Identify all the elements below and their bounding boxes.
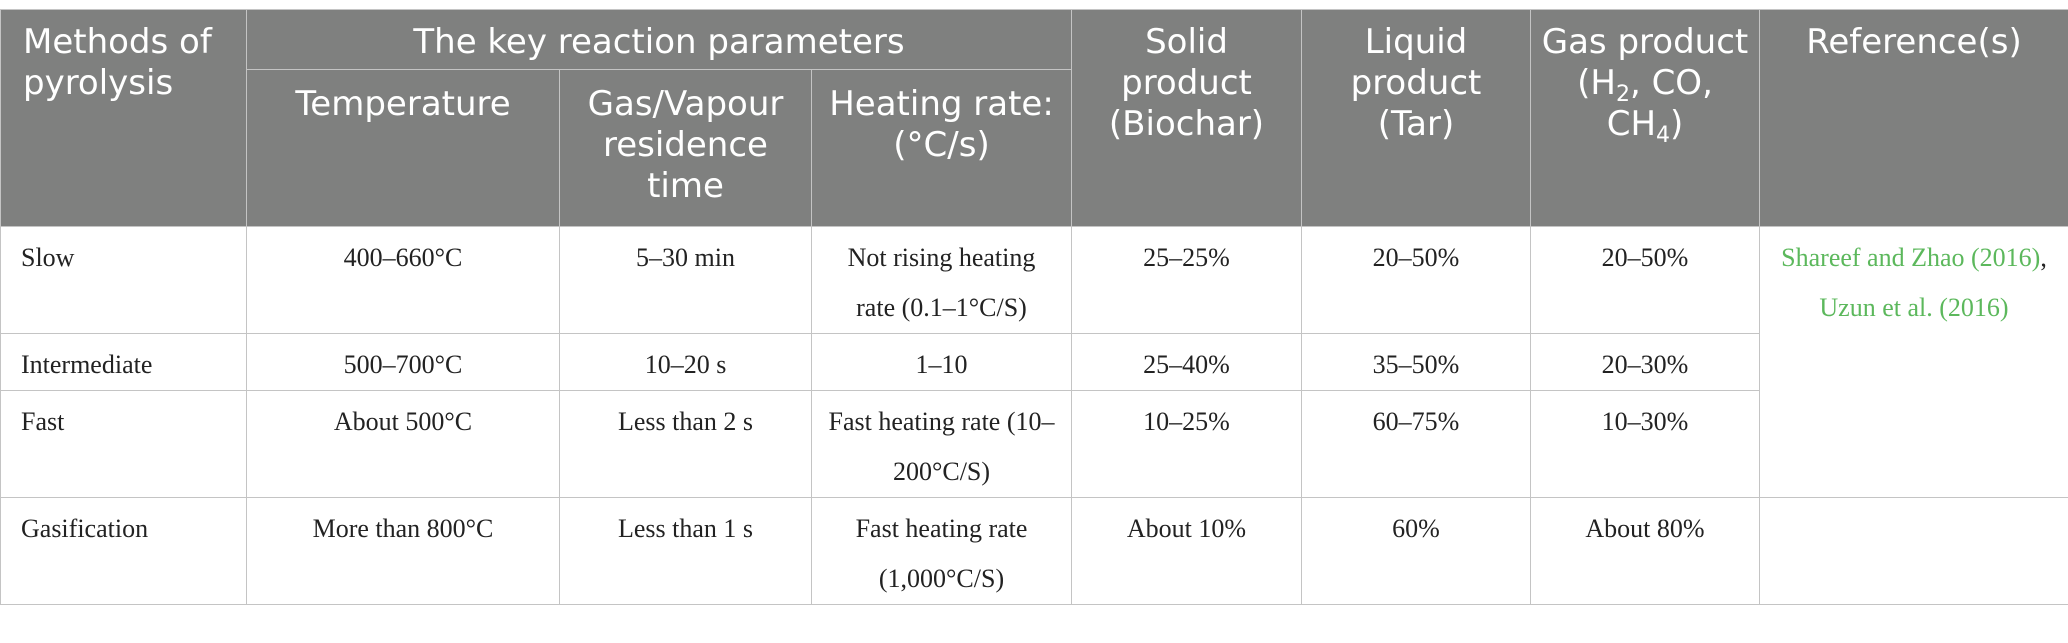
cell-gas: 10–30%: [1530, 390, 1760, 498]
cell-method: Gasification: [0, 497, 247, 605]
reference-link-uzun[interactable]: Uzun et al. (2016): [1819, 293, 2009, 322]
cell-gas: About 80%: [1530, 497, 1760, 605]
gas-header-prefix: Gas product (H: [1541, 22, 1749, 103]
gas-header-mid: , CO, CH: [1606, 63, 1713, 144]
table-body: Slow 400–660°C 5–30 min Not rising heati…: [0, 226, 2068, 605]
cell-references-empty: [1759, 497, 2068, 605]
gas-header-sub-ch4: 4: [1656, 123, 1671, 148]
header-key-reaction-parameters: The key reaction parameters: [246, 9, 1072, 70]
header-methods: Methods of pyrolysis: [0, 9, 247, 227]
cell-heating: Fast heating rate (10–200°C/S): [811, 390, 1072, 498]
cell-temperature: About 500°C: [246, 390, 560, 498]
cell-liquid: 20–50%: [1301, 226, 1531, 334]
cell-residence: Less than 2 s: [559, 390, 812, 498]
cell-liquid: 60–75%: [1301, 390, 1531, 498]
cell-solid: 10–25%: [1071, 390, 1302, 498]
gas-header-suffix: ): [1670, 104, 1684, 144]
header-solid-product: Solid product (Biochar): [1071, 9, 1302, 227]
table-row: Slow 400–660°C 5–30 min Not rising heati…: [0, 226, 2068, 498]
header-row-top: Methods of pyrolysis The key reaction pa…: [0, 9, 2068, 227]
pyrolysis-table-container: Methods of pyrolysis The key reaction pa…: [0, 9, 2068, 605]
gas-header-sub-h2: 2: [1615, 82, 1630, 107]
cell-liquid: 60%: [1301, 497, 1531, 605]
header-temperature: Temperature: [246, 69, 560, 227]
cell-temperature: More than 800°C: [246, 497, 560, 605]
cell-method: Slow: [0, 226, 247, 334]
cell-temperature: 400–660°C: [246, 226, 560, 334]
header-residence-time: Gas/Vapour residence time: [559, 69, 812, 227]
cell-gas: 20–50%: [1530, 226, 1760, 334]
cell-method: Fast: [0, 390, 247, 498]
table-row: Intermediate 500–700°C 10–20 s 1–10 25–4…: [0, 333, 2068, 391]
cell-solid: About 10%: [1071, 497, 1302, 605]
header-references: Reference(s): [1759, 9, 2068, 227]
cell-method: Intermediate: [0, 333, 247, 391]
table-row: Fast About 500°C Less than 2 s Fast heat…: [0, 390, 2068, 498]
cell-heating: Not rising heating rate (0.1–1°C/S): [811, 226, 1072, 334]
pyrolysis-methods-table: Methods of pyrolysis The key reaction pa…: [0, 9, 2068, 605]
header-heating-rate: Heating rate: (°C/s): [811, 69, 1072, 227]
cell-references: Shareef and Zhao (2016), Uzun et al. (20…: [1759, 226, 2068, 498]
cell-liquid: 35–50%: [1301, 333, 1531, 391]
cell-residence: Less than 1 s: [559, 497, 812, 605]
table-header: Methods of pyrolysis The key reaction pa…: [0, 9, 2068, 227]
cell-residence: 10–20 s: [559, 333, 812, 391]
cell-gas: 20–30%: [1530, 333, 1760, 391]
cell-temperature: 500–700°C: [246, 333, 560, 391]
reference-link-shareef-zhao[interactable]: Shareef and Zhao (2016): [1781, 243, 2041, 272]
header-gas-product: Gas product (H2, CO, CH4): [1530, 9, 1760, 227]
header-row-sub: Temperature Gas/Vapour residence time He…: [1, 69, 2068, 227]
cell-heating: 1–10: [811, 333, 1072, 391]
table-row: Gasification More than 800°C Less than 1…: [0, 497, 2068, 605]
cell-residence: 5–30 min: [559, 226, 812, 334]
cell-heating: Fast heating rate (1,000°C/S): [811, 497, 1072, 605]
cell-solid: 25–40%: [1071, 333, 1302, 391]
header-liquid-product: Liquid product (Tar): [1301, 9, 1531, 227]
cell-solid: 25–25%: [1071, 226, 1302, 334]
reference-separator: ,: [2040, 243, 2047, 272]
